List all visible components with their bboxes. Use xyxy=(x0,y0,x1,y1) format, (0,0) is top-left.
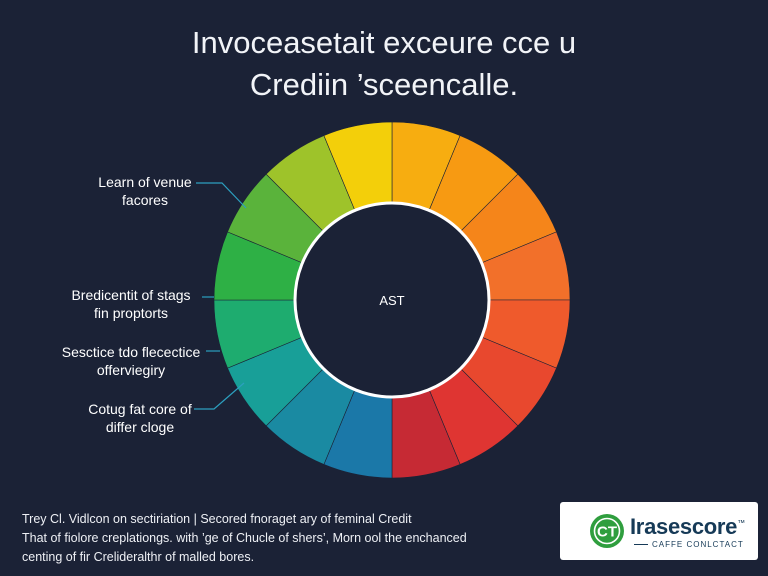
annotation-label-3-line-1: Sesctice tdo flecectice xyxy=(61,344,201,360)
footer-note: Trey Cl. Vidlcon on sectiriation | Secor… xyxy=(22,510,522,567)
annotation-label-1: Learn of venue facores xyxy=(82,173,208,209)
annotation-label-1-line-2: facores xyxy=(122,192,168,208)
brand-rule-left xyxy=(634,544,648,545)
annotation-label-2-line-1: Bredicentit of stags xyxy=(71,287,191,303)
annotation-label-4-line-1: Cotug fat core of xyxy=(88,401,192,417)
brand-logo-icon: CT xyxy=(590,514,624,548)
brand-name: Irasescore™ xyxy=(630,514,745,540)
donut-hole xyxy=(293,201,491,399)
footer-line-1: Trey Cl. Vidlcon on sectiriation | Secor… xyxy=(22,512,412,526)
annotation-leader-4 xyxy=(194,382,245,410)
brand-tagline: CAFFE CONLCTACT xyxy=(652,540,744,549)
donut-segments xyxy=(213,121,571,479)
annotation-label-2: Bredicentit of stags fin proptorts xyxy=(42,286,220,322)
footer-line-2: That of fiolore creplationgs. with ’ge o… xyxy=(22,531,467,545)
annotation-label-3: Sesctice tdo flecectice offerviegiry xyxy=(42,343,220,379)
annotation-leader-1 xyxy=(196,182,247,209)
brand-logo-card: CT Irasescore™ CAFFE CONLCTACT xyxy=(560,502,758,560)
donut-chart: AST xyxy=(194,121,571,479)
chart-title: Invoceasetait exceure cce u Crediin ’sce… xyxy=(0,22,768,106)
annotation-label-1-line-1: Learn of venue xyxy=(98,174,192,190)
brand-logo-mark-text: CT xyxy=(597,524,617,541)
annotation-leader-lines xyxy=(194,182,247,410)
annotation-label-2-line-2: fin proptorts xyxy=(94,305,168,321)
footer-line-3: centing of fir Crelideralthr of malled b… xyxy=(22,550,255,564)
annotation-label-3-line-2: offerviegiry xyxy=(96,362,166,378)
donut-center-label: AST xyxy=(379,293,404,308)
chart-title-line-1: Invoceasetait exceure cce u xyxy=(191,25,577,60)
brand-name-text: Irasescore xyxy=(630,514,738,539)
brand-trademark: ™ xyxy=(737,518,745,528)
annotation-label-4-line-2: differ cloge xyxy=(105,419,175,435)
annotation-label-4: Cotug fat core of differ cloge xyxy=(68,400,212,436)
chart-title-line-2: Crediin ’sceencalle. xyxy=(249,67,519,102)
